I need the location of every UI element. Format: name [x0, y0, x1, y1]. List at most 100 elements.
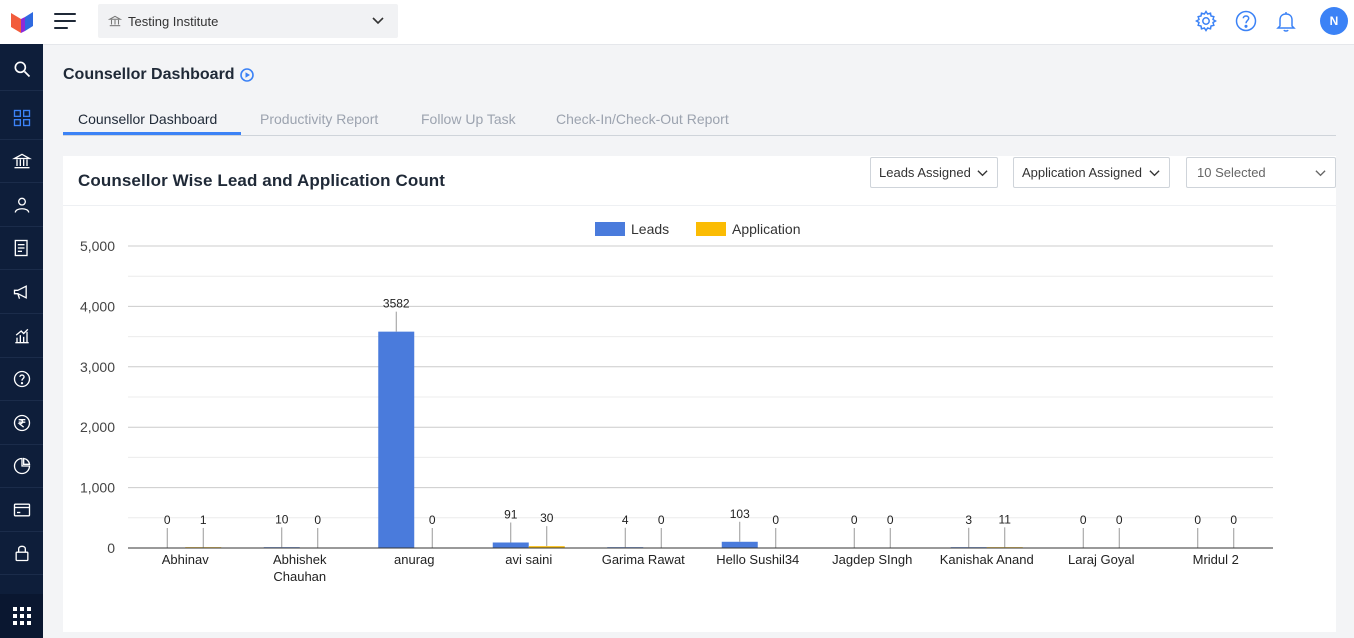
institute-selector[interactable]: Testing Institute [98, 4, 398, 38]
chart-card-header: Counsellor Wise Lead and Application Cou… [63, 156, 1336, 206]
x-tick-label: Laraj Goyal [1068, 552, 1135, 567]
lock-icon [15, 545, 28, 562]
sidebar-item-security[interactable] [0, 532, 43, 575]
data-label: 1 [200, 513, 207, 527]
chevron-down-icon [1149, 170, 1160, 177]
question-icon [13, 370, 30, 388]
data-label: 0 [1230, 513, 1237, 527]
y-tick-label: 4,000 [80, 298, 115, 314]
page-title-text: Counsellor Dashboard [63, 66, 235, 83]
x-tick-label: Jagdep SIngh [832, 552, 912, 567]
data-label: 3 [965, 513, 972, 527]
y-tick-label: 1,000 [80, 480, 115, 496]
x-tick-label: Garima Rawat [602, 552, 685, 567]
institute-name: Testing Institute [128, 13, 219, 29]
top-bar: Testing Institute N [43, 0, 1354, 45]
apps-launcher-button[interactable] [0, 594, 43, 638]
sidebar-item-help[interactable] [0, 358, 43, 401]
data-label: 11 [999, 512, 1012, 526]
sidebar-item-reports[interactable] [0, 445, 43, 488]
data-label: 0 [164, 513, 171, 527]
x-tick-label: Hello Sushil34 [716, 552, 799, 567]
legend-label-application: Application [732, 221, 801, 237]
institute-icon [108, 15, 122, 27]
gear-icon[interactable] [1194, 9, 1218, 33]
sidebar-item-billing[interactable] [0, 489, 43, 532]
data-label: 0 [314, 513, 321, 527]
menu-toggle-button[interactable] [54, 13, 76, 31]
sidebar-item-institute[interactable] [0, 140, 43, 183]
counsellor-multiselect[interactable]: 10 Selected [1186, 157, 1336, 188]
chevron-down-icon [1315, 170, 1326, 177]
sidebar-item-payments[interactable] [0, 402, 43, 445]
sidebar-item-campaigns[interactable] [0, 271, 43, 314]
application-filter-dropdown[interactable]: Application Assigned [1013, 157, 1170, 188]
bar-leads[interactable] [492, 542, 529, 548]
bar-leads[interactable] [378, 331, 415, 548]
legend-swatch-application [696, 222, 726, 236]
bell-icon[interactable] [1274, 9, 1298, 33]
x-tick-label: Abhinav [162, 552, 209, 567]
chart-legend: Leads Application [595, 221, 801, 237]
legend-label-leads: Leads [631, 221, 669, 237]
x-tick-label: Abhishek [273, 552, 327, 567]
data-label: 4 [622, 513, 629, 527]
pie-icon [13, 457, 30, 475]
sidebar-item-dashboard[interactable] [0, 97, 43, 140]
chart-icon [14, 328, 29, 344]
data-label: 30 [540, 511, 554, 525]
x-tick-label: avi saini [505, 552, 552, 567]
data-label: 0 [658, 513, 665, 527]
chart-card: Counsellor Wise Lead and Application Cou… [63, 156, 1336, 632]
y-tick-label: 3,000 [80, 359, 115, 375]
megaphone-icon [13, 285, 27, 299]
logo-icon [10, 12, 33, 33]
sidebar-item-analytics[interactable] [0, 315, 43, 358]
y-tick-label: 2,000 [80, 419, 115, 435]
user-icon [14, 197, 29, 213]
chart-gridlines [128, 245, 1273, 549]
data-label: 91 [504, 508, 518, 522]
data-label: 0 [1080, 513, 1087, 527]
user-avatar[interactable]: N [1320, 7, 1348, 35]
form-icon [14, 239, 28, 257]
data-label: 0 [1116, 513, 1123, 527]
bank-icon [11, 153, 32, 169]
chart-card-title: Counsellor Wise Lead and Application Cou… [78, 171, 446, 190]
tab-follow-up-task[interactable]: Follow Up Task [421, 111, 516, 127]
play-video-icon[interactable] [239, 68, 254, 82]
data-label: 3582 [383, 297, 410, 311]
tab-check-in-check-out-report[interactable]: Check-In/Check-Out Report [556, 111, 729, 127]
y-tick-label: 5,000 [80, 238, 115, 254]
bar-application[interactable] [528, 546, 565, 548]
data-label: 103 [730, 507, 750, 521]
data-label: 0 [429, 513, 436, 527]
card-icon [13, 503, 30, 517]
rupee-icon [13, 414, 30, 432]
bar-leads[interactable] [721, 541, 758, 548]
help-icon[interactable] [1234, 9, 1258, 33]
chevron-down-icon [977, 170, 988, 177]
tab-counsellor-dashboard[interactable]: Counsellor Dashboard [78, 111, 218, 127]
sidebar [0, 0, 43, 638]
x-tick-label: Mridul 2 [1193, 552, 1239, 567]
counsellor-multiselect-value: 10 Selected [1197, 165, 1266, 180]
chart-y-axis: 0 1,000 2,000 3,000 4,000 5,000 [80, 238, 115, 556]
sidebar-item-users[interactable] [0, 184, 43, 227]
data-label: 0 [772, 513, 779, 527]
tab-productivity-report[interactable]: Productivity Report [260, 111, 379, 127]
data-label: 0 [1194, 513, 1201, 527]
app-logo[interactable] [0, 0, 43, 44]
chevron-down-icon [372, 17, 384, 25]
legend-swatch-leads [595, 222, 625, 236]
data-label: 10 [275, 512, 289, 526]
sidebar-item-forms[interactable] [0, 227, 43, 270]
application-filter-label: Application Assigned [1022, 165, 1142, 180]
chart-x-axis: Abhinav Abhishek Chauhan anurag avi saini Gar… [128, 547, 1273, 584]
sidebar-item-search[interactable] [0, 48, 43, 91]
x-tick-label: Kanishak Anand [940, 552, 1034, 567]
x-tick-label: anurag [394, 552, 434, 567]
leads-filter-dropdown[interactable]: Leads Assigned [870, 157, 998, 188]
data-label: 0 [887, 513, 894, 527]
